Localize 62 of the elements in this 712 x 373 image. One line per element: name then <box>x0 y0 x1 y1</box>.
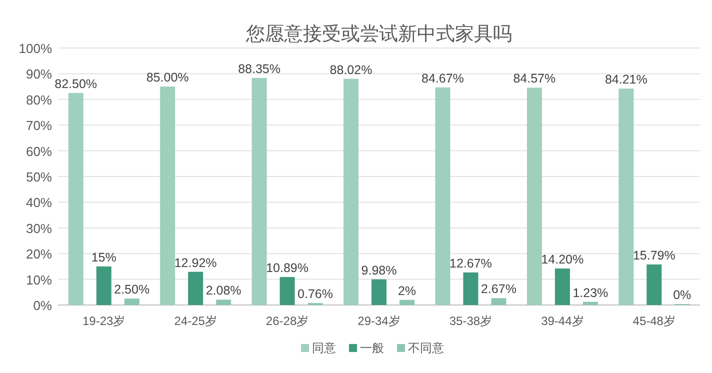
bar <box>344 78 358 305</box>
data-label: 15% <box>91 250 116 264</box>
data-label: 2.08% <box>206 284 242 298</box>
bar <box>491 298 506 305</box>
data-label: 2% <box>398 284 416 298</box>
data-label: 14.20% <box>541 252 584 267</box>
bar <box>68 92 84 305</box>
bar <box>618 88 634 305</box>
data-label: 85.00% <box>146 70 189 85</box>
bar <box>216 300 232 305</box>
x-tick-label: 24-25岁 <box>174 314 217 328</box>
data-label: 1.23% <box>572 286 608 300</box>
y-tick-label: 30% <box>26 220 52 236</box>
bar <box>252 78 267 305</box>
y-tick-label: 80% <box>26 92 52 108</box>
x-tick-label: 45-48岁 <box>632 314 676 328</box>
data-label: 84.67% <box>422 71 464 86</box>
x-tick-label: 29-34岁 <box>358 314 400 328</box>
data-label: 10.89% <box>266 261 308 276</box>
data-label: 84.57% <box>513 72 556 86</box>
data-label: 0.76% <box>298 287 334 302</box>
bar <box>372 279 386 305</box>
data-label: 12.92% <box>174 256 217 270</box>
data-label: 84.21% <box>604 72 648 87</box>
bar <box>96 266 112 305</box>
y-tick-label: 100% <box>18 41 52 56</box>
data-label: 9.98% <box>361 263 397 278</box>
data-label: 88.02% <box>330 62 372 77</box>
data-label: 2.67% <box>480 282 516 296</box>
x-tick-label: 26-28岁 <box>266 314 309 328</box>
bar <box>435 87 450 305</box>
y-tick-label: 40% <box>26 195 52 210</box>
legend-label: 一般 <box>360 341 384 355</box>
legend-label: 同意 <box>312 341 336 355</box>
x-tick-label: 19-23岁 <box>82 314 126 328</box>
bar <box>400 300 414 305</box>
y-tick-label: 20% <box>26 246 52 262</box>
x-tick-label: 39-44岁 <box>541 314 584 328</box>
data-label: 15.79% <box>632 248 676 262</box>
bar <box>463 272 478 305</box>
chart-title: 您愿意接受或尝试新中式家具吗 <box>245 23 512 45</box>
y-tick-label: 90% <box>26 66 52 82</box>
data-label: 82.50% <box>54 76 98 91</box>
bar <box>188 272 204 305</box>
data-label: 88.35% <box>238 62 280 76</box>
data-label: 12.67% <box>450 256 492 270</box>
y-tick-label: 10% <box>26 272 52 288</box>
bar <box>526 88 542 305</box>
bar <box>280 277 295 305</box>
data-label: 0% <box>673 288 692 302</box>
x-tick-label: 35-38岁 <box>449 314 492 328</box>
data-label: 2.50% <box>114 282 150 297</box>
bar <box>646 264 662 305</box>
y-tick-label: 70% <box>26 118 52 134</box>
y-tick-label: 60% <box>26 144 52 159</box>
bar <box>124 298 140 305</box>
y-tick-label: 0% <box>33 298 52 313</box>
y-tick-label: 50% <box>26 170 52 184</box>
bar <box>554 268 570 305</box>
legend-label: 不同意 <box>408 341 444 355</box>
bar <box>582 302 598 305</box>
bar <box>160 86 176 305</box>
